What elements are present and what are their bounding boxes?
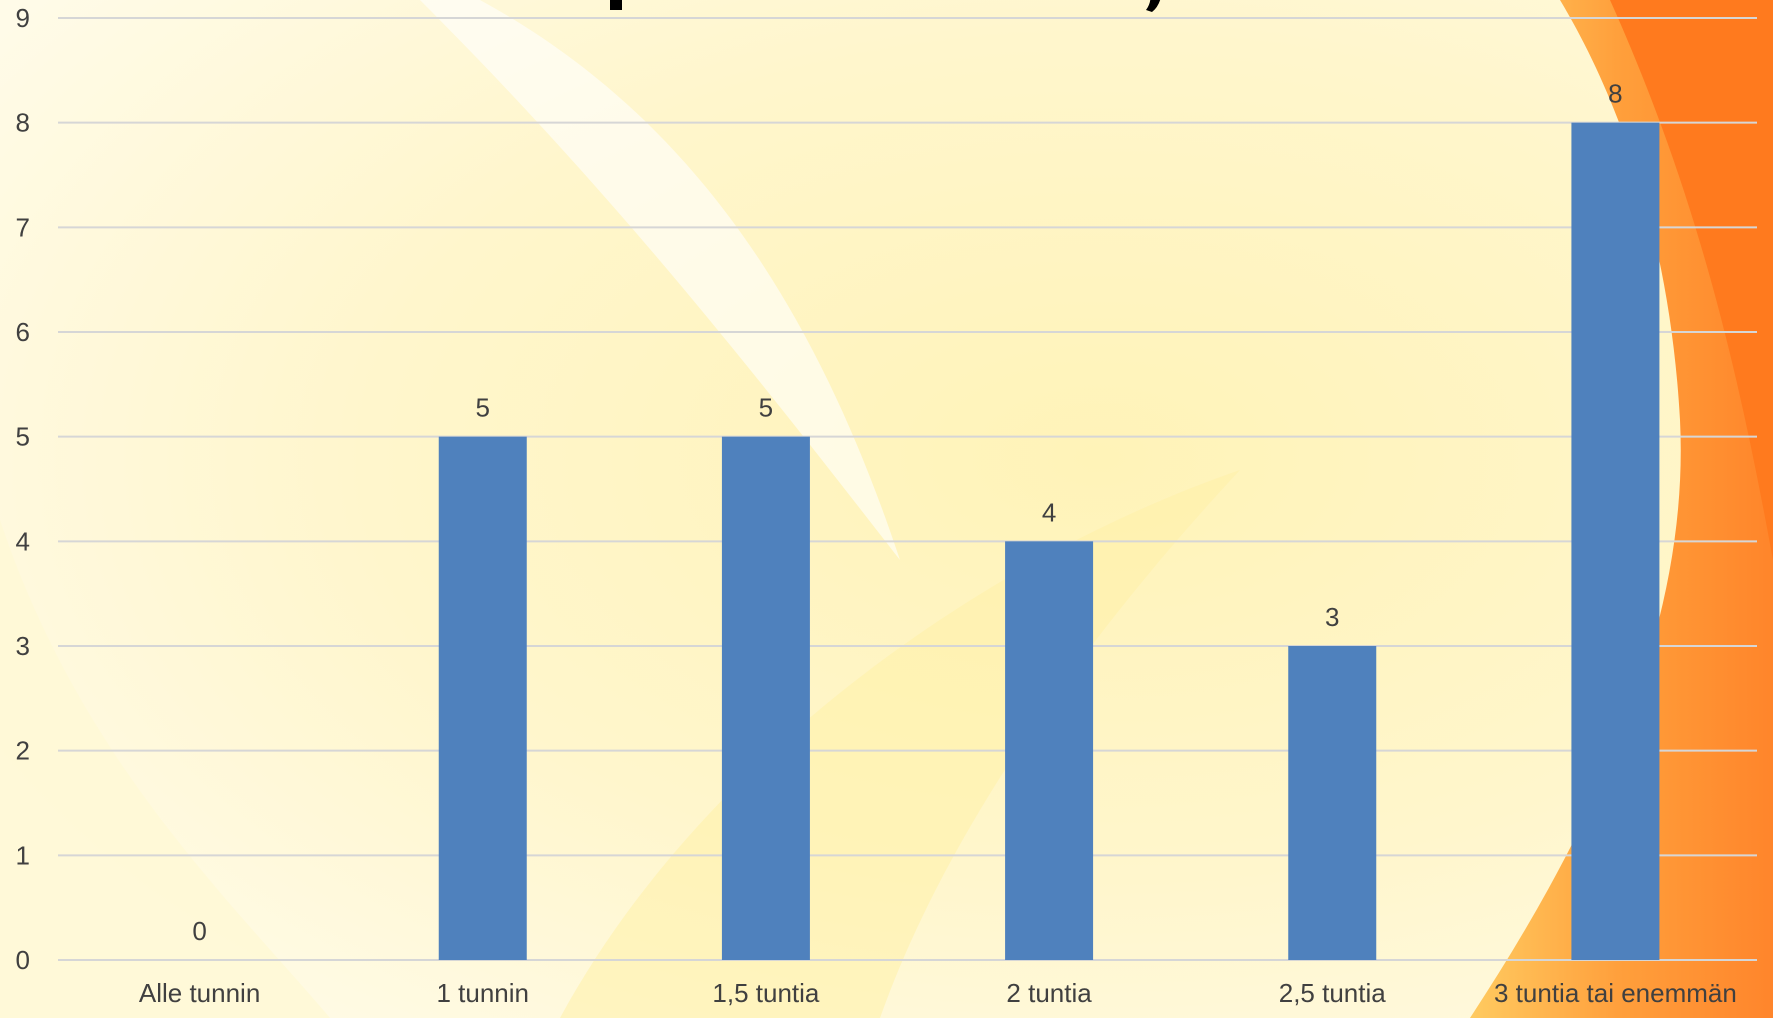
y-tick-label-2: 2: [16, 736, 30, 766]
x-tick-label-2: 1,5 tuntia: [712, 978, 820, 1008]
y-tick-label-1: 1: [16, 840, 30, 870]
gridlines: [58, 17, 1757, 961]
bar-1: [438, 436, 527, 961]
x-tick-label-4: 2,5 tuntia: [1279, 978, 1387, 1008]
y-tick-label-6: 6: [16, 317, 30, 347]
y-axis-tick-labels: 0 1 2 3 4 5 6 7 8 9: [16, 3, 30, 975]
y-tick-label-4: 4: [16, 526, 30, 556]
x-axis-tick-labels: Alle tunnin 1 tunnin 1,5 tuntia 2 tuntia 2,5…: [139, 978, 1737, 1008]
x-tick-label-3: 2 tuntia: [1006, 978, 1092, 1008]
title-glyph-right: [1146, 0, 1161, 12]
data-label-1: 5: [476, 393, 490, 423]
data-label-2: 5: [759, 393, 773, 423]
title-fragment-left: [590, 0, 630, 18]
title-fragment-right: [1140, 0, 1180, 18]
x-tick-label-1: 1 tunnin: [436, 978, 529, 1008]
title-glyph-left: [610, 0, 622, 10]
data-label-4: 3: [1325, 602, 1339, 632]
y-tick-label-0: 0: [16, 945, 30, 975]
y-tick-label-7: 7: [16, 212, 30, 242]
bar-5: [1571, 122, 1660, 960]
data-label-0: 0: [192, 916, 206, 946]
y-tick-label-9: 9: [16, 3, 30, 33]
bar-4: [1288, 646, 1377, 960]
data-labels: 0 5 5 4 3 8: [192, 79, 1622, 946]
data-label-3: 4: [1042, 497, 1056, 527]
bar-series: [438, 122, 1660, 961]
x-tick-label-0: Alle tunnin: [139, 978, 260, 1008]
y-tick-label-3: 3: [16, 631, 30, 661]
bar-3: [1005, 541, 1094, 960]
y-tick-label-5: 5: [16, 422, 30, 452]
y-tick-label-8: 8: [16, 108, 30, 138]
x-tick-label-5: 3 tuntia tai enemmän: [1494, 978, 1737, 1008]
bar-2: [721, 436, 810, 961]
data-label-5: 8: [1608, 79, 1622, 109]
